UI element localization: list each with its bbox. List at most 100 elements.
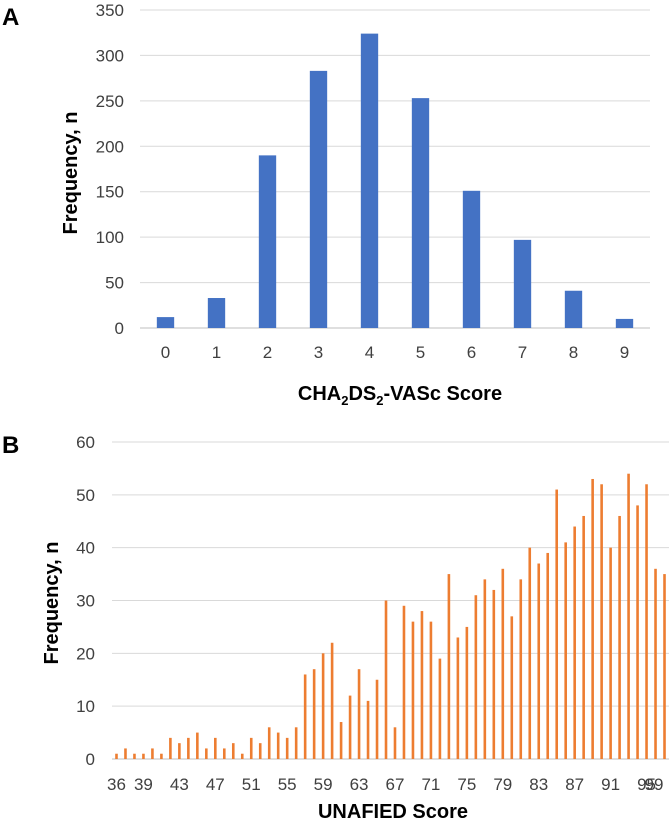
chart-b-bar [276, 732, 280, 759]
chart-b-y-tick-label: 30 [76, 592, 95, 611]
chart-b-bar [258, 743, 262, 759]
chart-a-y-tick-label: 200 [96, 137, 124, 156]
chart-a-x-tick-label: 7 [518, 343, 527, 362]
chart-b-x-tick-label: 71 [421, 775, 440, 794]
chart-b-bar [582, 515, 585, 759]
chart-b-x-tick-label: 63 [350, 775, 369, 794]
chart-b-bar [492, 589, 496, 759]
chart-a-x-tick-label: 0 [161, 343, 170, 362]
chart-b-bar [124, 748, 127, 759]
chart-a-bar [360, 33, 379, 328]
chart-a-y-tick-label: 250 [96, 92, 124, 111]
chart-b-bar [384, 600, 388, 759]
chart-a-y-tick-label: 50 [105, 274, 124, 293]
chart-b-bar [519, 579, 523, 759]
chart-a-bar [156, 317, 175, 328]
chart-b-bar [591, 478, 594, 759]
chart-b-bar [510, 616, 514, 759]
chart-a-bar [564, 290, 583, 328]
chart-b-y-tick-label: 50 [76, 486, 95, 505]
chart-b-bar [429, 621, 433, 759]
chart-b-bar [214, 737, 217, 759]
chart-b-bar [447, 574, 451, 759]
chart-b-bar [501, 568, 505, 759]
chart-b-bar [636, 505, 639, 759]
chart-b-bar [115, 753, 118, 759]
chart-b-bar [187, 737, 190, 759]
chart-a-y-tick-label: 150 [96, 183, 124, 202]
chart-a-x-tick-label: 2 [263, 343, 272, 362]
chart-b-bar [564, 542, 567, 759]
chart-b-bar [249, 737, 253, 759]
chart-b-x-tick-label: 59 [314, 775, 333, 794]
chart-b-bar [375, 679, 379, 759]
chart-b-bar [402, 605, 406, 759]
chart-a-x-ticks: 0 1 2 3 4 5 6 7 8 9 [161, 343, 629, 362]
chart-a-y-tick-label: 300 [96, 46, 124, 65]
chart-b-bar [537, 563, 541, 759]
chart-a-bar [462, 190, 481, 328]
chart-a-bar [513, 239, 532, 328]
chart-b-bar [411, 621, 415, 759]
chart-a-x-tick-label: 4 [365, 343, 374, 362]
chart-b-bar [483, 579, 487, 759]
chart-b-bar [231, 743, 235, 759]
chart-b-y-axis-title: Frequency, n [41, 542, 63, 665]
chart-b-bar [142, 753, 145, 759]
chart-a-x-tick-label: 9 [620, 343, 629, 362]
chart-b-bar [222, 748, 226, 759]
chart-a-bar [411, 98, 430, 328]
chart-b-bar [546, 552, 550, 759]
chart-b-x-tick-label: 36 [107, 775, 126, 794]
chart-b-x-tick-label: 75 [457, 775, 476, 794]
chart-a-bar [309, 70, 328, 329]
chart-b-gridlines [112, 441, 669, 760]
chart-a-x-axis-title: CHA2DS2-VASc Score [298, 383, 502, 408]
chart-b-bar [573, 526, 576, 759]
chart-b-x-tick-label: 39 [134, 775, 153, 794]
chart-b-bar [178, 743, 181, 759]
chart-b-y-tick-label: 0 [86, 750, 95, 769]
chart-b-bar [321, 653, 325, 759]
chart-a-x-tick-label: 8 [569, 343, 578, 362]
chart-b-bar [205, 748, 208, 759]
chart-b-bar [267, 727, 271, 759]
chart-b-bar [654, 568, 657, 759]
chart-b-x-tick-label: 55 [278, 775, 297, 794]
chart-a: A 0 50 100 150 200 250 300 350 0 1 2 3 4 5 6 7 8 9 CHA2D… [2, 1, 650, 408]
chart-b: B 0 10 20 30 40 50 60 36 39 43 47 51 55 59 63 67 71 75 79… [2, 432, 669, 823]
chart-b-x-tick-label: 51 [242, 775, 261, 794]
chart-a-bar [615, 318, 634, 328]
chart-a-y-tick-label: 350 [96, 1, 124, 20]
panel-label-a: A [2, 4, 19, 31]
chart-b-x-tick-label: 99 [645, 775, 664, 794]
chart-b-bars [115, 473, 666, 759]
chart-b-bar [528, 547, 532, 759]
chart-b-bar [663, 574, 666, 759]
chart-a-x-tick-label: 6 [467, 343, 476, 362]
chart-b-x-tick-label: 95 [637, 775, 656, 794]
chart-a-y-tick-label: 100 [96, 228, 124, 247]
chart-b-bar [357, 669, 361, 759]
chart-b-bar [393, 727, 397, 759]
chart-b-bar [618, 515, 621, 759]
chart-b-x-tick-label: 87 [565, 775, 584, 794]
chart-a-y-axis-title: Frequency, n [60, 112, 82, 235]
chart-b-bar [133, 753, 136, 759]
chart-b-x-tick-label: 47 [206, 775, 225, 794]
chart-b-x-tick-label: 79 [493, 775, 512, 794]
chart-b-y-tick-label: 40 [76, 539, 95, 558]
chart-b-bar [196, 732, 199, 759]
chart-b-bar [294, 727, 298, 759]
panel-label-b: B [2, 432, 19, 459]
chart-b-y-tick-label: 10 [76, 697, 95, 716]
chart-a-x-tick-label: 3 [314, 343, 323, 362]
chart-b-x-tick-label: 83 [529, 775, 548, 794]
chart-b-bar [348, 695, 352, 759]
chart-a-y-ticks: 0 50 100 150 200 250 300 350 [96, 1, 124, 338]
chart-a-bar [207, 298, 226, 328]
chart-a-x-tick-label: 5 [416, 343, 425, 362]
chart-b-bar [151, 748, 154, 759]
